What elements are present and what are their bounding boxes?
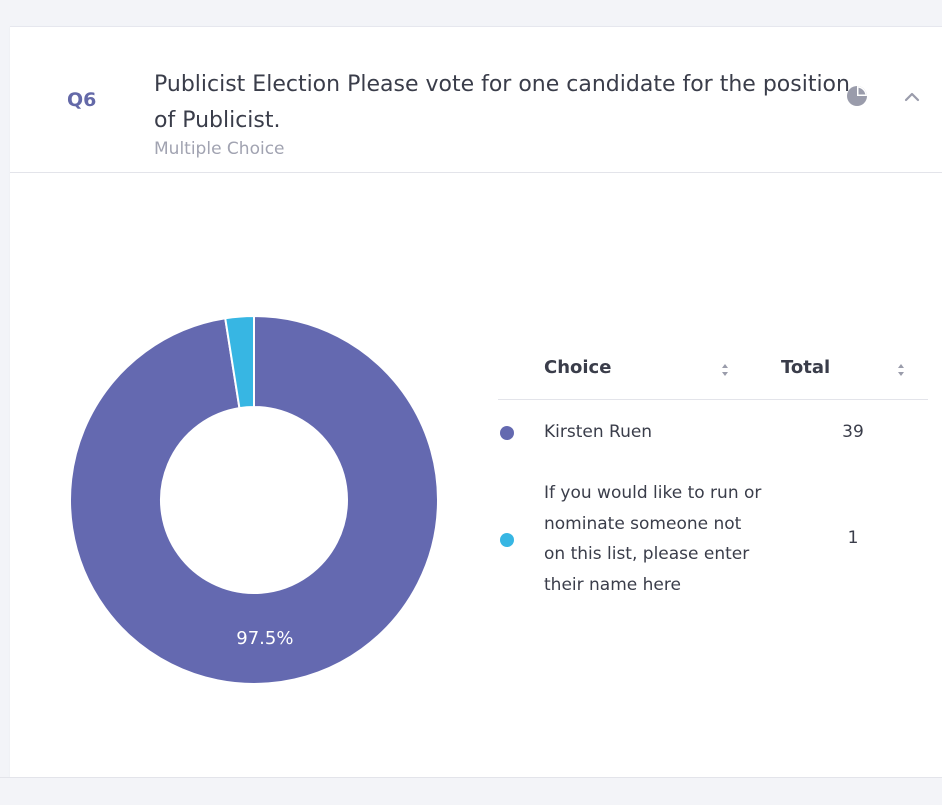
question-title: Publicist Election Please vote for one c… (154, 72, 850, 133)
slice-data-label: 97.5% (236, 628, 293, 649)
donut-chart: 97.5% (69, 314, 439, 685)
table-row: Kirsten Ruen 39 (498, 400, 928, 466)
choice-label: If you would like to run or nominate som… (544, 483, 762, 595)
question-card: Q6 Publicist Election Please vote for on… (10, 26, 942, 777)
donut-slice[interactable] (69, 314, 439, 685)
next-question-strip (0, 777, 942, 805)
sort-icon[interactable] (720, 361, 730, 379)
total-value: 1 (847, 528, 859, 548)
question-number: Q6 (67, 89, 97, 111)
question-header: Q6 Publicist Election Please vote for on… (10, 27, 942, 173)
sort-icon[interactable] (896, 361, 906, 379)
series-color-dot (500, 533, 514, 547)
donut-slice[interactable] (224, 314, 255, 410)
table-row: If you would like to run or nominate som… (498, 466, 928, 606)
total-column-header[interactable]: Total (781, 357, 831, 378)
results-table: Choice Total Kirsten Ruen 39 If you woul… (498, 337, 928, 606)
choice-label: Kirsten Ruen (544, 422, 653, 442)
table-header: Choice Total (498, 337, 928, 400)
chevron-up-icon[interactable] (902, 87, 922, 107)
pie-chart-icon[interactable] (846, 85, 868, 107)
total-value: 39 (842, 422, 864, 442)
choice-column-header[interactable]: Choice (544, 357, 612, 378)
question-type: Multiple Choice (154, 139, 285, 159)
series-color-dot (500, 426, 514, 440)
